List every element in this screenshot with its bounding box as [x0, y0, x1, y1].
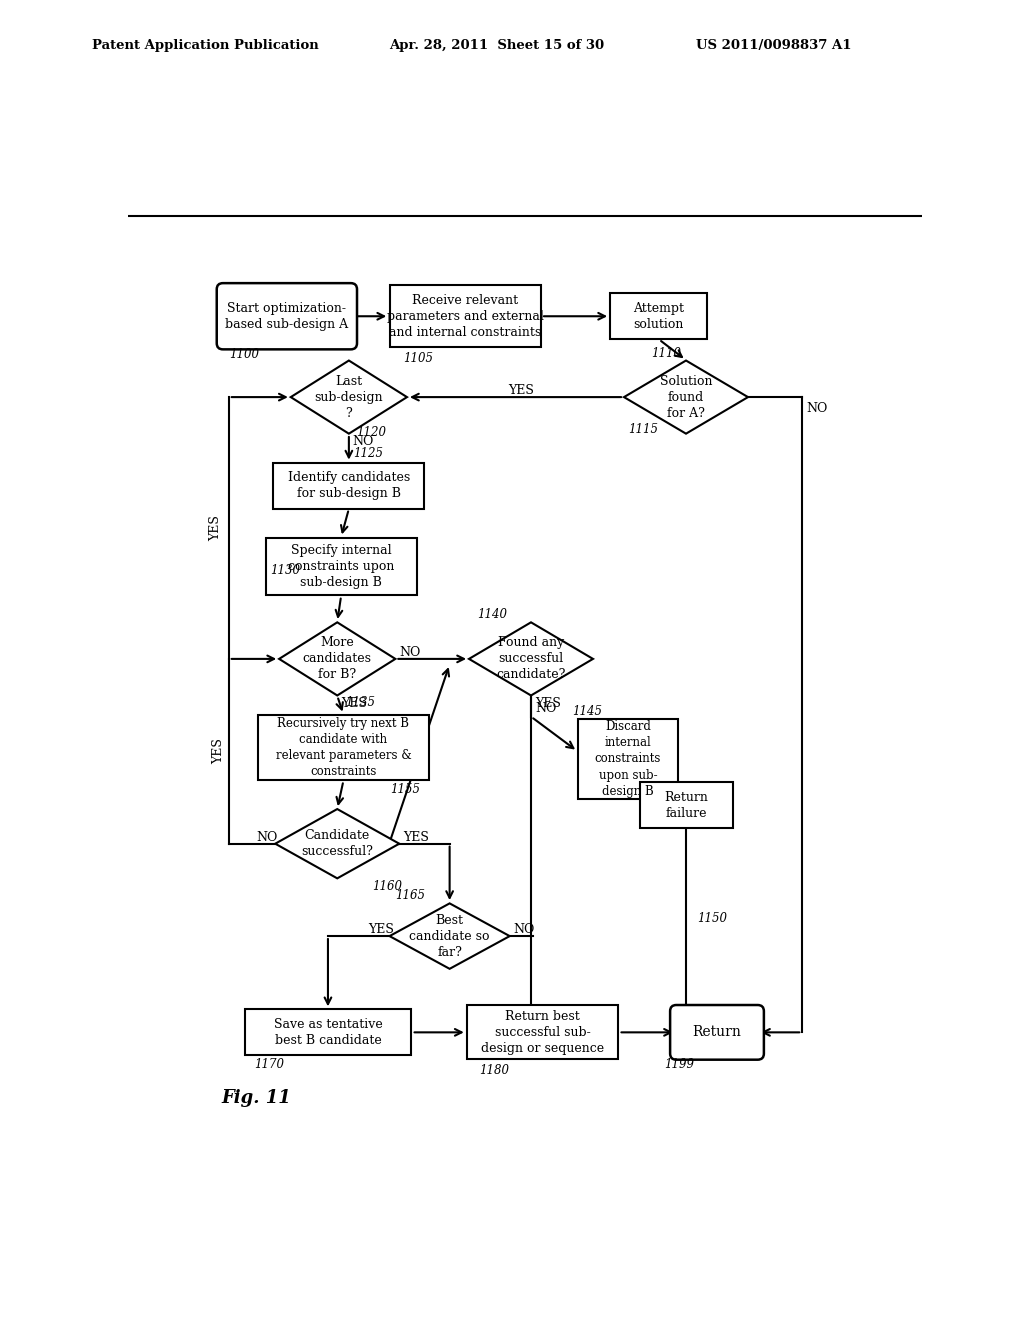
- FancyBboxPatch shape: [217, 284, 357, 350]
- Text: Patent Application Publication: Patent Application Publication: [92, 38, 318, 51]
- Text: Candidate
successful?: Candidate successful?: [301, 829, 373, 858]
- FancyBboxPatch shape: [245, 1010, 412, 1056]
- Text: 1180: 1180: [479, 1064, 509, 1077]
- Text: Apr. 28, 2011  Sheet 15 of 30: Apr. 28, 2011 Sheet 15 of 30: [389, 38, 604, 51]
- Text: 1110: 1110: [651, 347, 681, 360]
- Text: 1140: 1140: [477, 607, 507, 620]
- Polygon shape: [280, 622, 395, 696]
- Text: YES: YES: [508, 384, 534, 397]
- Text: Save as tentative
best B candidate: Save as tentative best B candidate: [273, 1018, 382, 1047]
- Text: YES: YES: [212, 738, 224, 764]
- Text: Fig. 11: Fig. 11: [221, 1089, 291, 1106]
- Text: More
candidates
for B?: More candidates for B?: [303, 636, 372, 681]
- Text: 1160: 1160: [372, 879, 402, 892]
- Text: NO: NO: [399, 647, 421, 659]
- FancyBboxPatch shape: [640, 781, 732, 829]
- Text: YES: YES: [403, 832, 429, 843]
- FancyBboxPatch shape: [258, 714, 429, 780]
- FancyBboxPatch shape: [610, 293, 708, 339]
- Text: 1120: 1120: [356, 426, 387, 440]
- Text: US 2011/0098837 A1: US 2011/0098837 A1: [696, 38, 852, 51]
- FancyBboxPatch shape: [670, 1005, 764, 1060]
- Text: NO: NO: [256, 832, 278, 843]
- Text: Specify internal
constraints upon
sub-design B: Specify internal constraints upon sub-de…: [288, 544, 394, 589]
- Text: 1155: 1155: [390, 783, 420, 796]
- Text: YES: YES: [341, 697, 367, 710]
- Text: 1130: 1130: [270, 564, 300, 577]
- Text: NO: NO: [352, 436, 374, 449]
- Text: Solution
found
for A?: Solution found for A?: [659, 375, 713, 420]
- Text: Attempt
solution: Attempt solution: [634, 302, 684, 331]
- FancyBboxPatch shape: [389, 285, 541, 347]
- Text: Return best
successful sub-
design or sequence: Return best successful sub- design or se…: [481, 1010, 604, 1055]
- Text: NO: NO: [513, 924, 535, 936]
- Text: 1105: 1105: [403, 352, 433, 366]
- Text: 1199: 1199: [665, 1059, 694, 1072]
- Polygon shape: [389, 903, 510, 969]
- Text: YES: YES: [209, 515, 222, 541]
- Text: 1145: 1145: [572, 705, 602, 718]
- Text: Receive relevant
parameters and external
and internal constraints: Receive relevant parameters and external…: [387, 294, 544, 339]
- Text: 1165: 1165: [395, 888, 425, 902]
- FancyBboxPatch shape: [265, 537, 417, 595]
- Text: Discard
internal
constraints
upon sub-
design B: Discard internal constraints upon sub- d…: [595, 721, 662, 797]
- Text: Found any
successful
candidate?: Found any successful candidate?: [497, 636, 565, 681]
- Text: Last
sub-design
?: Last sub-design ?: [314, 375, 383, 420]
- Text: Return
failure: Return failure: [664, 791, 708, 820]
- Text: 1125: 1125: [352, 446, 383, 459]
- Text: Return: Return: [692, 1026, 741, 1039]
- Text: Best
candidate so
far?: Best candidate so far?: [410, 913, 489, 958]
- Text: YES: YES: [369, 924, 394, 936]
- Text: Recursively try next B
candidate with
relevant parameters &
constraints: Recursively try next B candidate with re…: [275, 717, 412, 777]
- Text: Identify candidates
for sub-design B: Identify candidates for sub-design B: [288, 471, 410, 500]
- FancyBboxPatch shape: [273, 462, 424, 508]
- Text: Start optimization-
based sub-design A: Start optimization- based sub-design A: [225, 302, 348, 331]
- Text: NO: NO: [535, 702, 556, 715]
- FancyBboxPatch shape: [578, 718, 678, 800]
- Text: 1100: 1100: [228, 348, 259, 362]
- Text: 1135: 1135: [345, 696, 375, 709]
- Polygon shape: [624, 360, 748, 434]
- Text: 1170: 1170: [254, 1059, 285, 1072]
- Text: 1115: 1115: [628, 422, 657, 436]
- Text: 1150: 1150: [697, 912, 728, 925]
- Polygon shape: [291, 360, 407, 434]
- Text: NO: NO: [806, 403, 827, 416]
- FancyBboxPatch shape: [467, 1006, 618, 1059]
- Text: YES: YES: [535, 697, 561, 710]
- Polygon shape: [469, 622, 593, 696]
- Polygon shape: [275, 809, 399, 878]
